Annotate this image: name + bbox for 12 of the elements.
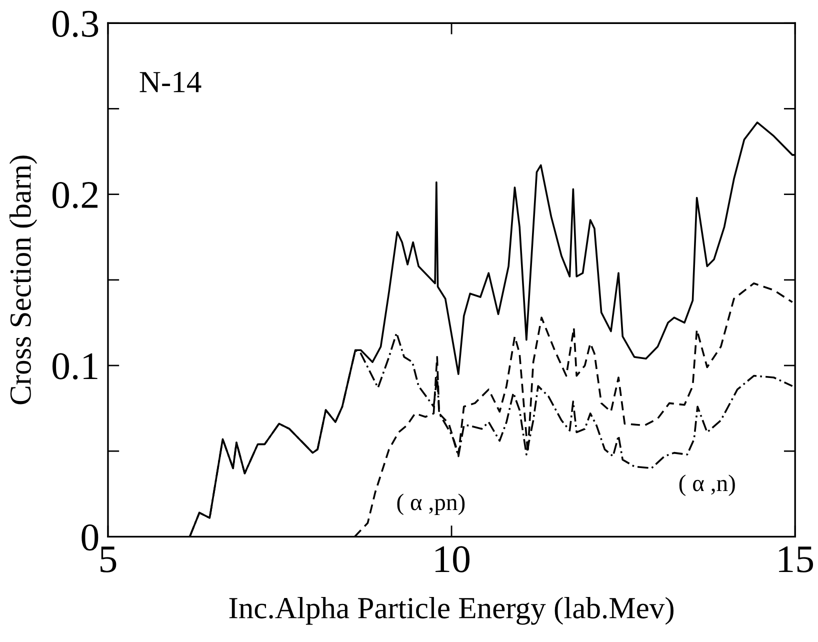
annotation: ( α ,n) <box>679 474 735 496</box>
y-tick-label: 0.3 <box>52 10 98 38</box>
y-tick-label: 0.1 <box>52 353 98 380</box>
x-tick-label: 15 <box>779 546 814 572</box>
x-axis-title: Inc.Alpha Particle Energy (lab.Mev) <box>229 596 674 625</box>
x-tick-label: 10 <box>436 546 470 572</box>
y-tick-label: 0 <box>82 524 98 551</box>
y-axis-title: Cross Section (barn) <box>9 156 38 404</box>
annotation: N-14 <box>140 72 202 92</box>
annotation: ( α ,pn) <box>397 494 465 516</box>
x-tick-label: 5 <box>100 546 116 572</box>
y-tick-label: 0.2 <box>52 182 98 208</box>
